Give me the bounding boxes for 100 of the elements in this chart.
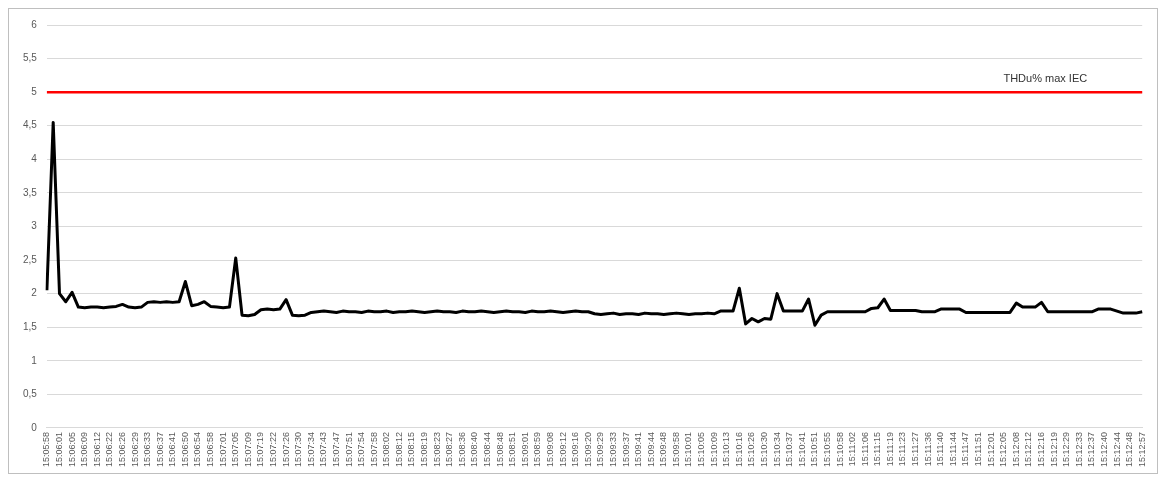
x-tick-label: 15:10:01 [683, 431, 694, 468]
x-tick-label: 15:11:06 [859, 431, 870, 467]
x-tick-label: 15:09:58 [670, 431, 681, 468]
y-tick-label: 1,5 [23, 320, 38, 332]
y-tick-label: 5 [31, 85, 38, 97]
x-tick-label: 15:08:27 [444, 431, 455, 468]
x-tick-label: 15:07:01 [217, 431, 228, 468]
x-tick-label: 15:11:51 [973, 431, 984, 467]
x-tick-label: 15:08:44 [482, 431, 493, 468]
x-tick-label: 15:09:20 [582, 431, 593, 468]
x-tick-label: 15:12:08 [1010, 431, 1021, 468]
x-tick-label: 15:11:19 [884, 431, 895, 467]
x-tick-label: 15:09:08 [544, 431, 555, 468]
x-tick-label: 15:11:40 [935, 431, 946, 467]
x-tick-label: 15:12:33 [1073, 431, 1084, 468]
x-tick-label: 15:10:55 [821, 431, 832, 468]
x-tick-label: 15:06:37 [154, 431, 165, 468]
x-tick-label: 15:06:05 [66, 431, 77, 468]
x-tick-label: 15:10:26 [746, 431, 757, 468]
x-tick-label: 15:12:12 [1023, 431, 1034, 468]
x-tick-label: 15:07:47 [330, 431, 341, 468]
x-tick-label: 15:07:54 [356, 431, 367, 468]
x-tick-label: 15:08:12 [393, 431, 404, 468]
x-tick-label: 15:06:29 [129, 431, 140, 468]
x-tick-label: 15:07:58 [368, 431, 379, 468]
x-tick-label: 15:08:51 [507, 431, 518, 468]
y-tick-label: 0,5 [23, 388, 38, 400]
x-tick-label: 15:07:09 [242, 431, 253, 468]
x-tick-label: 15:07:19 [255, 431, 266, 468]
x-tick-label: 15:08:15 [406, 431, 417, 468]
x-tick-label: 15:08:40 [469, 431, 480, 468]
x-tick-label: 15:08:48 [494, 431, 505, 468]
x-tick-label: 15:10:58 [834, 431, 845, 468]
x-tick-label: 15:06:26 [116, 431, 127, 468]
x-tick-label: 15:06:09 [79, 431, 90, 468]
x-tick-label: 15:07:22 [268, 431, 278, 468]
x-tick-label: 15:06:54 [192, 431, 203, 468]
x-tick-label: 15:10:41 [796, 431, 807, 468]
y-tick-label: 1 [31, 354, 38, 366]
x-tick-label: 15:10:13 [721, 431, 732, 468]
x-tick-label: 15:08:59 [532, 431, 543, 468]
x-tick-label: 15:05:58 [41, 431, 52, 468]
x-tick-label: 15:11:47 [960, 431, 971, 467]
x-tick-label: 15:10:51 [809, 431, 820, 468]
y-tick-label: 4,5 [23, 119, 38, 131]
x-tick-label: 15:06:41 [167, 431, 178, 468]
x-tick-label: 15:10:30 [759, 431, 769, 468]
x-tick-label: 15:08:19 [419, 431, 430, 468]
x-tick-label: 15:08:02 [381, 431, 392, 468]
x-tick-label: 15:07:34 [305, 431, 316, 468]
x-tick-label: 15:12:37 [1086, 431, 1097, 468]
y-tick-label: 2 [31, 287, 38, 299]
x-tick-label: 15:06:50 [179, 431, 190, 468]
x-tick-label: 15:11:15 [872, 431, 883, 467]
x-tick-label: 15:06:12 [91, 431, 102, 468]
x-tick-label: 15:09:48 [658, 431, 669, 468]
x-tick-label: 15:06:58 [205, 431, 216, 468]
x-tick-label: 15:08:36 [456, 431, 467, 468]
x-tick-label: 15:11:02 [847, 431, 858, 467]
x-tick-label: 15:09:44 [645, 431, 656, 468]
x-tick-label: 15:06:33 [142, 431, 153, 468]
x-tick-label: 15:11:27 [910, 431, 921, 467]
x-tick-label: 15:12:16 [1035, 431, 1046, 468]
x-tick-label: 15:11:44 [947, 431, 958, 467]
x-tick-label: 15:09:01 [519, 431, 530, 468]
ref-line-label: THDu% max IEC [1003, 71, 1088, 84]
x-tick-label: 15:09:41 [633, 431, 644, 468]
x-tick-label: 15:09:37 [620, 431, 631, 468]
x-tick-label: 15:10:37 [784, 431, 795, 468]
y-tick-label: 4 [31, 153, 38, 165]
x-tick-label: 15:12:57 [1136, 431, 1147, 468]
x-tick-label: 15:12:48 [1124, 431, 1135, 468]
x-tick-label: 15:12:40 [1098, 431, 1109, 468]
x-tick-label: 15:09:16 [570, 431, 581, 468]
x-tick-label: 15:07:30 [293, 431, 304, 468]
x-tick-label: 15:12:05 [998, 431, 1009, 468]
x-tick-label: 15:06:01 [53, 431, 64, 468]
x-tick-label: 15:10:09 [708, 431, 719, 468]
y-tick-label: 5,5 [23, 52, 38, 64]
x-tick-label: 15:07:26 [280, 431, 291, 468]
x-tick-label: 15:08:23 [431, 431, 442, 468]
x-tick-label: 15:12:29 [1061, 431, 1072, 468]
y-tick-label: 3,5 [23, 186, 38, 198]
x-tick-label: 15:07:43 [318, 431, 329, 468]
y-tick-label: 2,5 [23, 253, 38, 265]
x-tick-label: 15:09:29 [595, 431, 606, 468]
x-tick-label: 15:10:34 [771, 431, 782, 468]
x-tick-label: 15:06:22 [104, 431, 115, 468]
y-tick-label: 0 [31, 421, 38, 433]
x-tick-label: 15:11:23 [897, 431, 908, 467]
x-tick-label: 15:10:16 [733, 431, 744, 468]
x-tick-label: 15:10:05 [696, 431, 707, 468]
x-tick-label: 15:07:51 [343, 431, 354, 468]
x-tick-label: 15:12:19 [1048, 431, 1059, 468]
x-tick-label: 15:12:44 [1111, 431, 1122, 468]
x-tick-label: 15:07:05 [230, 431, 241, 468]
x-tick-label: 15:09:12 [557, 431, 568, 468]
y-tick-label: 6 [31, 18, 38, 30]
x-tick-label: 15:12:01 [985, 431, 996, 468]
x-tick-label: 15:09:33 [607, 431, 618, 468]
